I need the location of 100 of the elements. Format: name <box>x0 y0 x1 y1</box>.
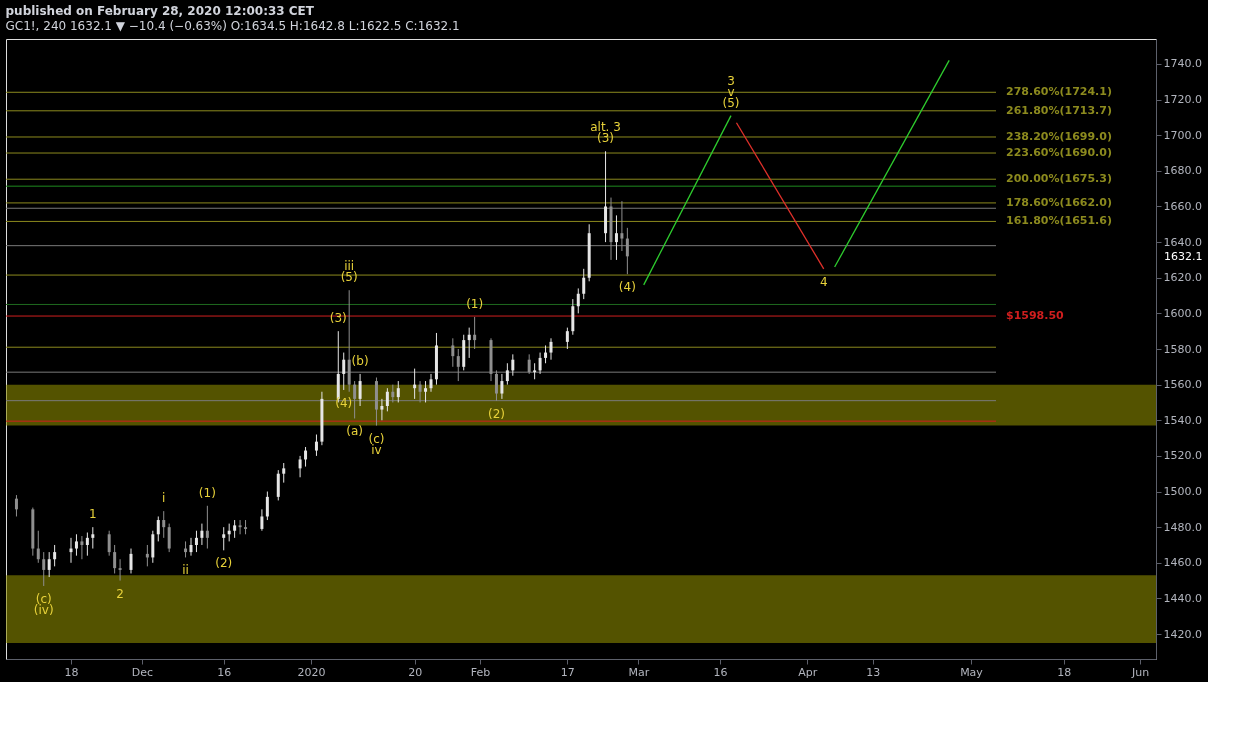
candlestick <box>451 337 455 368</box>
candlestick <box>418 380 422 403</box>
candlestick <box>205 505 209 550</box>
candlestick <box>194 530 198 553</box>
x-tick-label: 18 <box>64 665 79 679</box>
ref-line-label: 261.80%(1713.7) <box>1006 103 1112 117</box>
candlestick <box>260 508 264 532</box>
x-tick-label: Mar <box>628 665 650 679</box>
annotation: 2 <box>116 586 124 601</box>
x-tick-label: 20 <box>408 665 423 679</box>
candlestick <box>505 362 509 386</box>
candlestick <box>118 558 122 582</box>
candlestick <box>167 523 171 553</box>
annotation: (a) <box>346 424 363 439</box>
candlestick <box>14 494 18 517</box>
ref-line-label: 223.60%(1690.0) <box>1006 146 1112 160</box>
x-tick-label: Apr <box>798 665 818 679</box>
candlestick <box>614 214 618 261</box>
candlestick <box>53 544 57 567</box>
ref-line-label: 278.60%(1724.1) <box>1006 85 1112 99</box>
candlestick <box>129 548 133 574</box>
candlestick <box>467 327 471 359</box>
annotation: ii <box>182 563 189 578</box>
candlestick <box>107 530 111 557</box>
candlestick <box>200 523 204 546</box>
ref-line-label: 178.60%(1662.0) <box>1006 195 1112 209</box>
candlestick <box>47 551 51 578</box>
text: 1632.1 <box>1164 250 1203 264</box>
candlestick <box>113 544 117 574</box>
candlestick <box>91 526 95 550</box>
candlestick <box>36 530 40 564</box>
y-tick-label: 1660.0 <box>1163 199 1202 213</box>
candlestick <box>222 526 226 551</box>
candlestick <box>80 535 84 560</box>
candlestick <box>265 491 269 521</box>
ref-line-label: 238.20%(1699.0) <box>1006 129 1112 143</box>
annotation: 1 <box>89 507 97 522</box>
candlestick <box>238 519 242 535</box>
annotation: (4) <box>618 280 636 295</box>
chart-subtitle: GC1!, 240 1632.1 ▼ −10.4 (−0.63%) O:1634.5 H:1642.8 L:1622.5 C:1632.1 <box>5 19 460 33</box>
annotation: (1) <box>466 296 484 311</box>
y-tick-label: 1480.0 <box>1163 520 1202 534</box>
y-tick-label: 1700.0 <box>1163 128 1202 142</box>
y-tick-label: 1420.0 <box>1163 627 1202 641</box>
candlestick <box>500 373 504 400</box>
annotation: i <box>162 491 166 506</box>
y-tick-label: 1580.0 <box>1163 342 1202 356</box>
chart-title: published on February 28, 2020 12:00:33 CET <box>5 4 315 18</box>
annotation: (5) <box>340 270 358 285</box>
candlestick <box>353 380 357 419</box>
x-tick-label: Feb <box>470 665 491 679</box>
y-tick-label: 1620.0 <box>1163 271 1202 285</box>
x-tick-label: 16 <box>217 665 232 679</box>
candlestick <box>85 532 89 557</box>
ref-line-label: 200.00%(1675.3) <box>1006 172 1112 186</box>
y-tick-label: 1440.0 <box>1163 591 1202 605</box>
candlestick <box>314 434 318 457</box>
candlestick <box>385 387 389 412</box>
x-tick-label: 2020 <box>297 665 326 679</box>
y-tick-label: 1520.0 <box>1163 449 1202 463</box>
x-tick-label: Dec <box>131 665 154 679</box>
candlestick <box>582 268 586 300</box>
ref-line-label: $1598.50 <box>1006 309 1065 323</box>
candlestick <box>396 380 400 403</box>
candlestick <box>151 530 155 564</box>
candlestick <box>162 510 166 539</box>
y-tick-label: 1560.0 <box>1163 378 1202 392</box>
candlestick <box>74 533 78 557</box>
y-tick-label: 1540.0 <box>1163 413 1202 427</box>
candlestick <box>189 537 193 557</box>
ref-line-label: 161.80%(1651.6) <box>1006 214 1112 228</box>
candlestick <box>620 200 624 252</box>
candlestick <box>342 352 346 391</box>
candlestick <box>576 287 580 314</box>
candlestick <box>42 551 46 587</box>
candlestick <box>473 316 477 350</box>
candlestick <box>538 352 542 375</box>
candlestick <box>380 398 384 421</box>
y-tick-label: 1740.0 <box>1163 57 1202 71</box>
candlestick <box>625 227 629 275</box>
x-tick-label: 16 <box>713 665 728 679</box>
x-tick-label: 17 <box>560 665 575 679</box>
candlestick <box>494 369 498 402</box>
annotation: (b) <box>351 353 369 368</box>
x-tick-label: 18 <box>1057 665 1072 679</box>
annotation: (1) <box>198 485 216 500</box>
y-tick-label: 1640.0 <box>1163 235 1202 249</box>
y-tick-label: 1680.0 <box>1163 164 1202 178</box>
annotation: (2) <box>215 556 233 571</box>
x-tick-label: May <box>960 665 984 679</box>
candlestick <box>156 515 160 542</box>
annotation: (3) <box>329 311 347 326</box>
candlestick <box>565 327 569 350</box>
annotation: 4 <box>819 274 828 289</box>
candlestick <box>276 469 280 501</box>
candlestick <box>298 455 302 478</box>
candlestick <box>549 337 553 361</box>
annotation: (2) <box>487 406 505 421</box>
candlestick <box>527 353 531 375</box>
candlestick <box>456 348 460 382</box>
